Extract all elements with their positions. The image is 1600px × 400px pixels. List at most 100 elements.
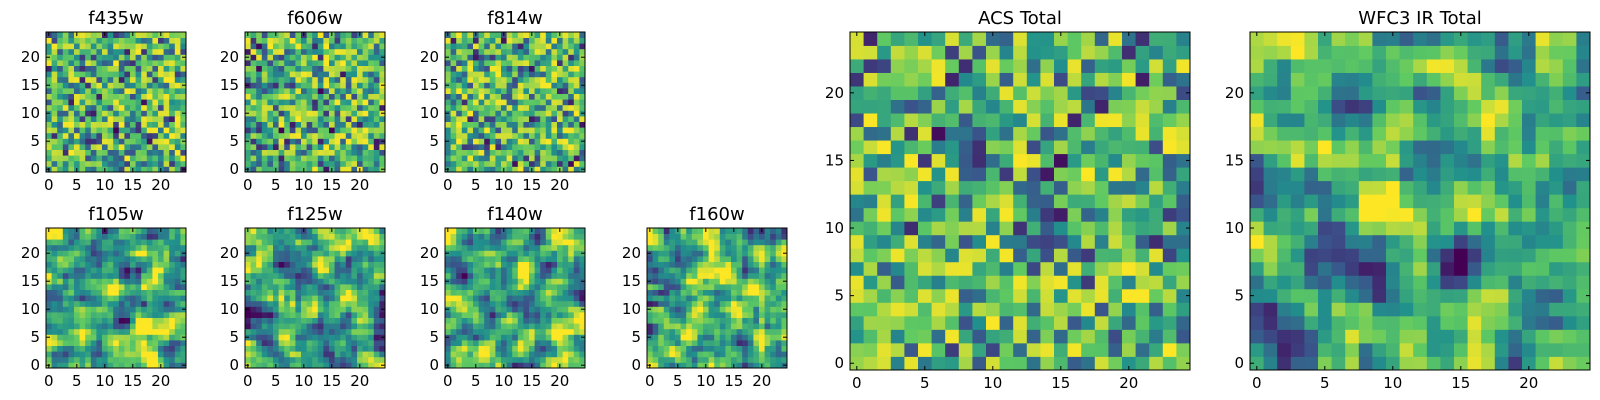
- heatmap-cell: [323, 250, 330, 257]
- heatmap-cell: [686, 256, 693, 262]
- heatmap-cell: [680, 334, 687, 341]
- heatmap-cell: [74, 48, 80, 55]
- heatmap-cell: [972, 302, 987, 317]
- heatmap-cell: [1122, 207, 1136, 222]
- heatmap-cell: [85, 256, 92, 262]
- heatmap-cell: [323, 71, 330, 78]
- heatmap-cell: [256, 272, 263, 279]
- heatmap-cell: [529, 356, 535, 363]
- heatmap-cell: [273, 48, 279, 55]
- heatmap-cell: [647, 356, 653, 363]
- heatmap-cell: [118, 104, 125, 111]
- heatmap-cell: [534, 356, 541, 363]
- heatmap-cell: [323, 48, 330, 55]
- heatmap-cell: [473, 54, 479, 61]
- heatmap-cell: [118, 37, 125, 44]
- heatmap-cell: [1135, 315, 1150, 330]
- heatmap-cell: [999, 315, 1014, 330]
- heatmap-cell: [152, 295, 159, 302]
- heatmap-cell: [562, 244, 569, 251]
- heatmap-cell: [573, 43, 580, 50]
- heatmap-cell: [562, 312, 569, 318]
- heatmap-cell: [113, 278, 120, 285]
- heatmap-cell: [357, 110, 363, 117]
- heatmap-cell: [329, 312, 335, 318]
- heatmap-cell: [312, 351, 319, 358]
- heatmap-cell: [379, 32, 386, 38]
- heatmap-cell: [334, 127, 341, 134]
- heatmap-cell: [512, 272, 519, 279]
- heatmap-cell: [295, 323, 302, 330]
- heatmap-cell: [568, 256, 575, 262]
- heatmap-cell: [245, 328, 251, 335]
- heatmap-cell: [545, 155, 552, 162]
- heatmap-cell: [473, 295, 479, 302]
- heatmap-cell: [46, 88, 52, 94]
- heatmap-cell: [999, 180, 1014, 195]
- heatmap-cell: [445, 239, 451, 246]
- heatmap-cell: [345, 256, 352, 262]
- heatmap-cell: [90, 284, 97, 290]
- heatmap-cell: [317, 340, 324, 346]
- heatmap-cell: [124, 82, 131, 89]
- heatmap-cell: [379, 37, 386, 44]
- heatmap-cell: [163, 138, 170, 145]
- heatmap-cell: [557, 116, 563, 122]
- heatmap-cell: [152, 362, 159, 369]
- heatmap-cell: [484, 110, 491, 117]
- heatmap-cell: [180, 160, 187, 167]
- heatmap-cell: [775, 328, 782, 335]
- heatmap-cell: [278, 54, 285, 61]
- heatmap-cell: [529, 149, 535, 156]
- heatmap-cell: [79, 300, 86, 307]
- heatmap-cell: [334, 233, 341, 240]
- heatmap-cell: [74, 317, 80, 324]
- heatmap-cell: [351, 267, 358, 274]
- heatmap-cell: [46, 256, 52, 262]
- heatmap-cell: [764, 244, 771, 251]
- heatmap-cell: [658, 351, 665, 358]
- heatmap-cell: [1054, 288, 1068, 303]
- heatmap-cell: [334, 312, 341, 318]
- heatmap-cell: [736, 278, 743, 285]
- heatmap-cell: [278, 328, 285, 335]
- heatmap-cell: [545, 110, 552, 117]
- heatmap-cell: [545, 65, 552, 72]
- heatmap-cell: [340, 289, 347, 296]
- heatmap-cell: [1026, 275, 1041, 290]
- heatmap-cell: [714, 300, 721, 307]
- heatmap-cell: [130, 160, 136, 167]
- heatmap-cell: [180, 345, 187, 352]
- heatmap-cell: [278, 116, 285, 122]
- heatmap-cell: [517, 138, 524, 145]
- heatmap-cell: [450, 82, 457, 89]
- heatmap-cell: [484, 362, 491, 369]
- heatmap-cell: [351, 149, 358, 156]
- heatmap-cell: [691, 289, 698, 296]
- heatmap-cell: [250, 93, 257, 100]
- heatmap-cell: [703, 356, 709, 363]
- heatmap-cell: [529, 60, 535, 66]
- heatmap-cell: [113, 99, 120, 106]
- heatmap-cell: [534, 82, 541, 89]
- heatmap-cell: [512, 160, 519, 167]
- heatmap-cell: [278, 272, 285, 279]
- heatmap-cell: [568, 306, 575, 313]
- heatmap-cell: [647, 261, 653, 268]
- heatmap-cell: [256, 132, 263, 139]
- y-tick-label: 20: [220, 244, 239, 262]
- heatmap-cell: [680, 244, 687, 251]
- heatmap-cell: [568, 71, 575, 78]
- heatmap-cell: [1013, 180, 1028, 195]
- heatmap-cell: [317, 121, 324, 128]
- heatmap-cell: [719, 317, 726, 324]
- heatmap-cell: [256, 334, 263, 341]
- heatmap-cell: [456, 144, 463, 150]
- heatmap-cell: [551, 351, 558, 358]
- heatmap-cell: [90, 362, 97, 369]
- heatmap-cell: [1040, 315, 1055, 330]
- heatmap-cell: [568, 340, 575, 346]
- x-tick-label: 0: [443, 372, 453, 390]
- heatmap-cell: [551, 144, 558, 150]
- heatmap-cell: [284, 110, 291, 117]
